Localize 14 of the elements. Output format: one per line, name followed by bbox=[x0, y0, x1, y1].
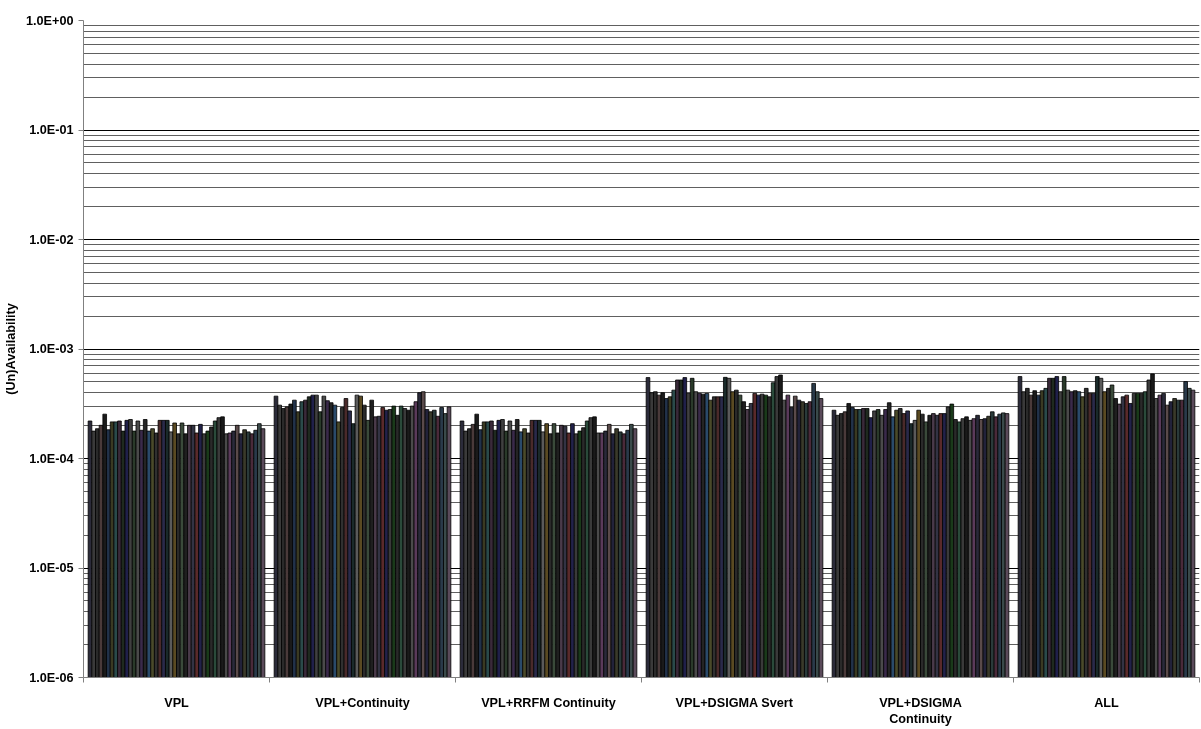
x-tick-label: ALL bbox=[1094, 695, 1120, 710]
y-tick-label: 1.0E-04 bbox=[29, 451, 74, 466]
x-tick-label: VPL+DSIGMA Continuity bbox=[879, 695, 962, 727]
y-tick-label: 1.0E-03 bbox=[29, 342, 74, 356]
x-tick-label: VPL bbox=[164, 695, 190, 710]
y-tick-label: 1.0E-02 bbox=[29, 232, 74, 247]
y-tick-label: 1.0E-01 bbox=[29, 123, 74, 137]
x-tick-label: VPL+RRFM Continuity bbox=[481, 695, 616, 710]
y-axis-title: (Un)Availability bbox=[4, 303, 18, 395]
y-tick-label: 1.0E-06 bbox=[29, 670, 74, 685]
x-tick-label: VPL+DSIGMA Svert bbox=[675, 695, 794, 710]
x-tick-label: VPL+Continuity bbox=[315, 695, 410, 710]
y-tick-label: 1.0E+00 bbox=[26, 13, 74, 28]
y-tick-label: 1.0E-05 bbox=[29, 561, 74, 575]
